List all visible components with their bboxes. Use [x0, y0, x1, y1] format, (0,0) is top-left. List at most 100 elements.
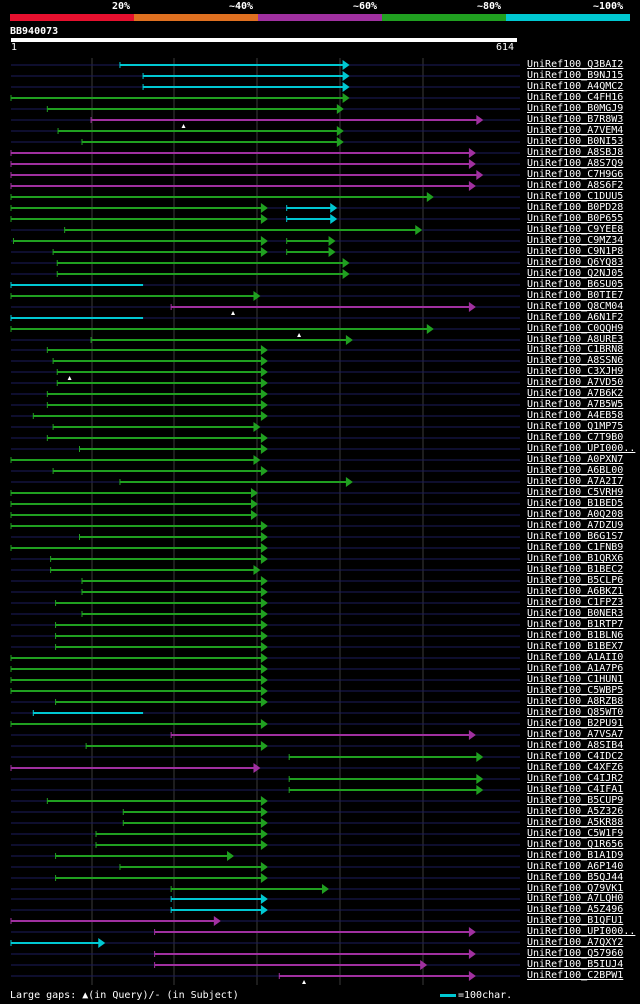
hit-label[interactable]: UniRef100_C5WBP5	[527, 685, 624, 696]
hit-label[interactable]: UniRef100_B1BLN6	[527, 630, 624, 641]
hit-label[interactable]: UniRef100_B0MGJ9	[527, 103, 624, 114]
hit-label[interactable]: UniRef100_Q79VK1	[527, 883, 624, 894]
hit-label[interactable]: UniRef100_B0NER3	[527, 608, 624, 619]
hit-label[interactable]: UniRef100_C5W1F9	[527, 828, 624, 839]
hit-label[interactable]: UniRef100_C4XFZ6	[527, 762, 624, 773]
hit-label[interactable]: UniRef100_C1BRN8	[527, 344, 624, 355]
hit-label[interactable]: UniRef100_C9N1P8	[527, 246, 624, 257]
hit-label[interactable]: UniRef100_A7VSA7	[527, 729, 624, 740]
hit-label[interactable]: UniRef100_Q1MP75	[527, 421, 624, 432]
hit-label[interactable]: UniRef100_B5CUP9	[527, 795, 624, 806]
hit-arrow-icon	[260, 741, 268, 751]
query-start-tick: 1	[11, 42, 18, 53]
hit-label[interactable]: UniRef100_B0NI53	[527, 136, 624, 147]
hit-label[interactable]: UniRef100_C7T9B0	[527, 432, 624, 443]
hit-arrow-icon	[213, 916, 221, 926]
query-gap-marker-icon	[231, 311, 236, 315]
hit-label[interactable]: UniRef100_Q1R656	[527, 839, 624, 850]
hit-arrow-icon	[468, 302, 476, 312]
hit-label[interactable]: UniRef100_A8S7Q9	[527, 158, 624, 169]
hit-label[interactable]: UniRef100_C4IJR2	[527, 773, 624, 784]
hit-label[interactable]: UniRef100_A7DZU9	[527, 520, 624, 531]
hit-label[interactable]: UniRef100_C2BPW1	[527, 970, 624, 981]
hit-label[interactable]: UniRef100_C5VRH9	[527, 487, 624, 498]
hit-arrow-icon	[260, 894, 268, 904]
hit-label[interactable]: UniRef100_A4EB58	[527, 410, 624, 421]
hit-label[interactable]: UniRef100_C9YEE8	[527, 224, 624, 235]
hit-label[interactable]: UniRef100_A8RZB8	[527, 696, 624, 707]
hit-label[interactable]: UniRef100_C7H9G6	[527, 169, 624, 180]
hit-label[interactable]: UniRef100_Q2NJ05	[527, 268, 624, 279]
hit-label[interactable]: UniRef100_B1BEC2	[527, 564, 624, 575]
hit-label[interactable]: UniRef100_B1QRX6	[527, 553, 624, 564]
hit-label[interactable]: UniRef100_B2PU91	[527, 718, 624, 729]
hit-label[interactable]: UniRef100_B1BED5	[527, 498, 624, 509]
hit-label[interactable]: UniRef100_B5QJ44	[527, 872, 624, 883]
hit-label[interactable]: UniRef100_A6BL00	[527, 465, 624, 476]
hit-label[interactable]: UniRef100_A0Q208	[527, 509, 624, 520]
hit-label[interactable]: UniRef100_A7LQH0	[527, 893, 624, 904]
hit-arrow-icon	[260, 400, 268, 410]
hit-label[interactable]: UniRef100_Q57960	[527, 948, 624, 959]
hit-label[interactable]: UniRef100_Q85WT0	[527, 707, 624, 718]
hit-label[interactable]: UniRef100_B1QFU1	[527, 915, 624, 926]
hit-label[interactable]: UniRef100_A1A7P6	[527, 663, 624, 674]
hit-label[interactable]: UniRef100_A7B6K2	[527, 388, 624, 399]
hit-label[interactable]: UniRef100_B5IUJ4	[527, 959, 624, 970]
hit-label[interactable]: UniRef100_B0TIE7	[527, 290, 624, 301]
hit-label[interactable]: UniRef100_UPI000..	[527, 926, 636, 937]
hit-label[interactable]: UniRef100_C1FPZ3	[527, 597, 624, 608]
hit-label[interactable]: UniRef100_B1A1D9	[527, 850, 624, 861]
hit-label[interactable]: UniRef100_A4QMC2	[527, 81, 624, 92]
hit-label[interactable]: UniRef100_A6N1F2	[527, 312, 624, 323]
hit-label[interactable]: UniRef100_C0QQH9	[527, 323, 624, 334]
hit-label[interactable]: UniRef100_B7R8W3	[527, 114, 624, 125]
hit-label[interactable]: UniRef100_A8URE3	[527, 334, 624, 345]
hit-label[interactable]: UniRef100_C4IDC2	[527, 751, 624, 762]
hit-label[interactable]: UniRef100_C1DUU5	[527, 191, 624, 202]
hit-label[interactable]: UniRef100_A8SBJ8	[527, 147, 624, 158]
hit-arrow-icon	[227, 851, 235, 861]
hit-label[interactable]: UniRef100_C1HUN1	[527, 674, 624, 685]
hit-label[interactable]: UniRef100_UPI000..	[527, 443, 636, 454]
hit-label[interactable]: UniRef100_B5CLP6	[527, 575, 624, 586]
hit-label[interactable]: UniRef100_A5Z496	[527, 904, 624, 915]
hit-label[interactable]: UniRef100_A8SIB4	[527, 740, 624, 751]
hit-label[interactable]: UniRef100_C4IFA1	[527, 784, 624, 795]
hit-label[interactable]: UniRef100_C9MZ34	[527, 235, 624, 246]
hit-arrow-icon	[260, 620, 268, 630]
hit-label[interactable]: UniRef100_C3XJH9	[527, 366, 624, 377]
hit-label[interactable]: UniRef100_A0PXN7	[527, 454, 624, 465]
hit-label[interactable]: UniRef100_C1FNB9	[527, 542, 624, 553]
hit-label[interactable]: UniRef100_B0PD28	[527, 202, 624, 213]
hit-label[interactable]: UniRef100_A8S6F2	[527, 180, 624, 191]
hit-label[interactable]: UniRef100_Q8CM04	[527, 301, 624, 312]
hit-label[interactable]: UniRef100_A7VEM4	[527, 125, 624, 136]
hit-arrow-icon	[260, 642, 268, 652]
hit-label[interactable]: UniRef100_C4FH16	[527, 92, 624, 103]
hit-label[interactable]: UniRef100_B1RTP7	[527, 619, 624, 630]
hit-arrow-icon	[476, 115, 484, 125]
hit-label[interactable]: UniRef100_B9NJ15	[527, 70, 624, 81]
hit-label[interactable]: UniRef100_A6P140	[527, 861, 624, 872]
hit-label[interactable]: UniRef100_A8SSN6	[527, 355, 624, 366]
legend-label-60: ~60%	[353, 1, 378, 12]
hit-arrow-icon	[260, 653, 268, 663]
hit-label[interactable]: UniRef100_A7B5W5	[527, 399, 624, 410]
hit-arrow-icon	[336, 137, 344, 147]
hit-label[interactable]: UniRef100_B6SU05	[527, 279, 624, 290]
hit-label[interactable]: UniRef100_B0P655	[527, 213, 624, 224]
hit-label[interactable]: UniRef100_B1BEX7	[527, 641, 624, 652]
hit-label[interactable]: UniRef100_A7QXY2	[527, 937, 624, 948]
hit-label[interactable]: UniRef100_Q6YQ83	[527, 257, 624, 268]
hit-label[interactable]: UniRef100_A7VD50	[527, 377, 624, 388]
hit-label[interactable]: UniRef100_A6BKZ1	[527, 586, 624, 597]
hit-label[interactable]: UniRef100_B6G1S7	[527, 531, 624, 542]
hit-label[interactable]: UniRef100_A7A2I7	[527, 476, 624, 487]
hit-label[interactable]: UniRef100_A5KR88	[527, 817, 624, 828]
hit-label[interactable]: UniRef100_A5Z326	[527, 806, 624, 817]
hit-label[interactable]: UniRef100_Q3BAI2	[527, 59, 624, 70]
hit-arrow-icon	[468, 971, 476, 981]
hit-label[interactable]: UniRef100_A1AII0	[527, 652, 624, 663]
